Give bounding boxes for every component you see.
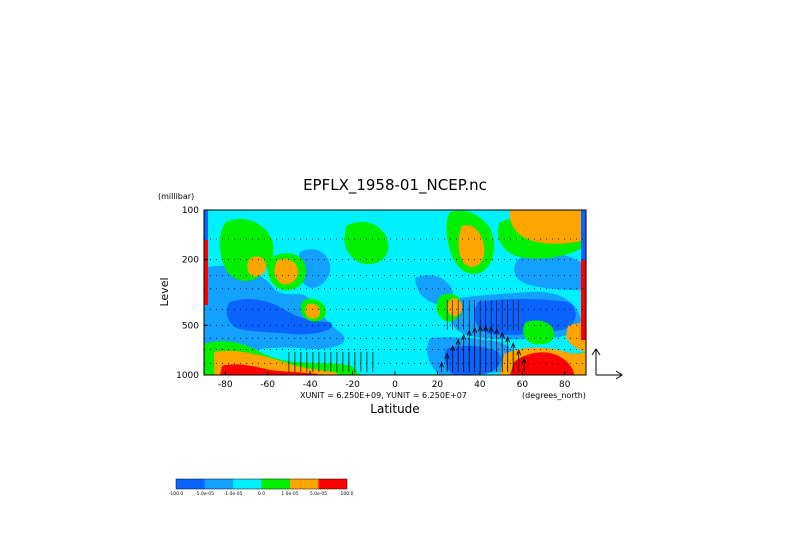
y-tick-label: 500	[182, 321, 199, 331]
flux-vector-head	[521, 357, 527, 364]
contour-region	[305, 303, 320, 319]
colorbar-segment	[318, 479, 347, 489]
flux-vector-head	[510, 341, 516, 349]
flux-vectors	[288, 300, 527, 372]
y-tick-label: 200	[182, 256, 199, 266]
colorbar-label: 1.0e-05	[281, 491, 298, 497]
x-tick-label: 80	[559, 380, 571, 390]
colorbar	[175, 478, 348, 490]
colorbar-label: 0.0	[258, 491, 265, 497]
contour-region	[458, 225, 485, 267]
contour-region	[220, 364, 320, 375]
y-tick-label: 100	[182, 206, 199, 216]
flux-vector-head	[455, 338, 461, 345]
x-tick-label: -80	[218, 380, 233, 390]
chart-title: EPFLX_1958-01_NCEP.nc	[303, 176, 487, 195]
x-tick-label: -60	[260, 380, 275, 390]
contour-region	[444, 345, 501, 375]
y-ticks: 100 200 500 1000	[176, 206, 208, 381]
contour-region	[509, 210, 586, 244]
colorbar-label: 5.0e-05	[310, 491, 327, 497]
x-tick-label: 40	[474, 380, 486, 390]
flux-vector-head	[461, 333, 467, 340]
edge-strip	[581, 260, 586, 340]
colorbar-frame	[175, 478, 348, 490]
colorbar-label: -1.0e-05	[224, 491, 243, 497]
colorbar-segment	[233, 479, 262, 489]
flux-vector-head	[499, 331, 505, 338]
y-units-label: (millibar)	[158, 192, 194, 201]
plot-area: -80 -60 -40 -20 0 20 40 60 80 100 200 500 1000	[176, 206, 587, 390]
x-axis-label: Latitude	[370, 402, 419, 416]
y-axis-label: Level	[158, 277, 171, 306]
x-tick-label: -20	[345, 380, 360, 390]
x-tick-label: -40	[303, 380, 318, 390]
flux-vector-head	[450, 344, 456, 352]
edge-strip	[581, 210, 586, 260]
colorbar-segment	[176, 479, 205, 489]
contour-region	[510, 352, 574, 375]
contour-field	[204, 210, 586, 375]
contour-region	[514, 253, 586, 290]
x-tick-label: 0	[392, 380, 398, 390]
scale-note: XUNIT = 6.250E+09, YUNIT = 6.250E+07	[300, 391, 467, 400]
reference-vector-arrows	[591, 348, 623, 380]
edge-strip	[204, 240, 208, 305]
flux-vector-head	[444, 352, 450, 359]
colorbar-label: -100.0	[169, 491, 184, 497]
x-tick-label: 20	[432, 380, 444, 390]
colorbar-label: 100.0	[341, 491, 354, 497]
flux-vector-head	[505, 336, 511, 343]
flux-vector-head	[516, 349, 522, 356]
colorbar-label: -5.0e-05	[195, 491, 214, 497]
edge-strip	[578, 212, 581, 240]
y-tick-label: 1000	[176, 371, 199, 381]
colorbar-segment	[261, 479, 290, 489]
flux-vector-head	[439, 361, 445, 368]
edge-strip	[204, 210, 208, 240]
contour-region	[274, 258, 298, 285]
colorbar-segment	[290, 479, 319, 489]
colorbar-labels: -100.0 -5.0e-05 -1.0e-05 0.0 1.0e-05 5.0e-05 1…	[169, 491, 354, 497]
x-ticks: -80 -60 -40 -20 0 20 40 60 80	[218, 371, 571, 390]
contour-region	[247, 256, 266, 277]
contour-region	[344, 221, 389, 265]
x-tick-label: 60	[517, 380, 529, 390]
contour-region	[296, 249, 331, 288]
colorbar-segment	[204, 479, 233, 489]
x-units-label: (degrees_north)	[522, 391, 586, 400]
flux-vector-head	[466, 329, 472, 336]
